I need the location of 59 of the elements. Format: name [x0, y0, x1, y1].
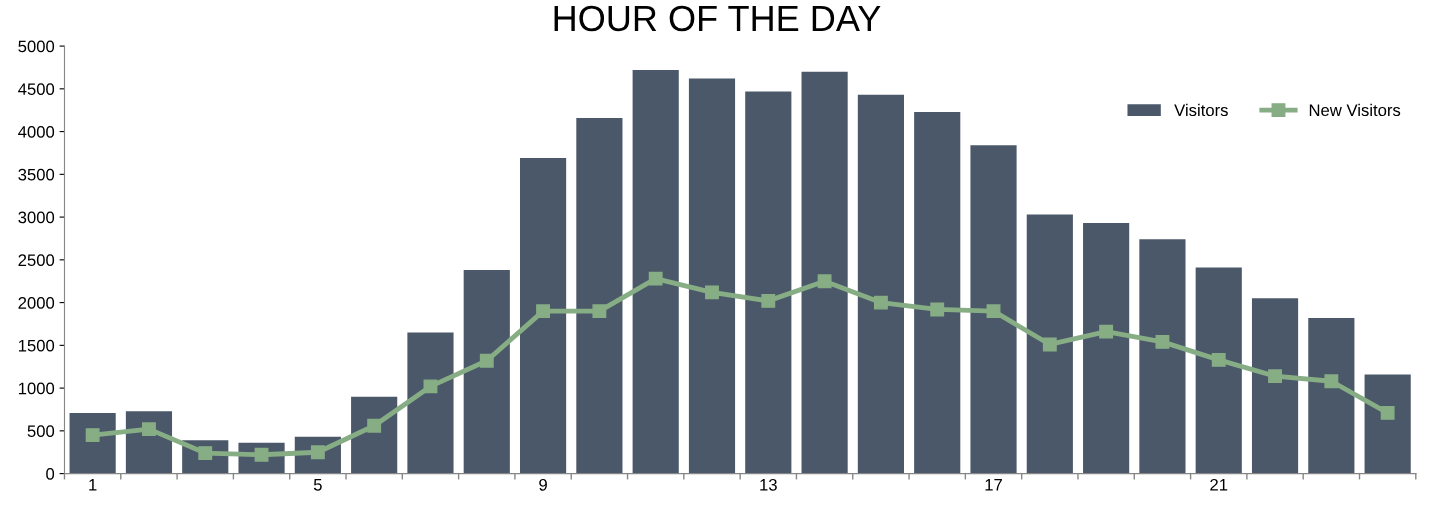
bar [519, 158, 567, 474]
point [705, 285, 719, 300]
y-tick-label: 3000 [18, 211, 55, 224]
bar [1364, 374, 1411, 474]
chart-title: HOUR OF THE DAY [554, 5, 881, 32]
y-tick-label: 0 [46, 468, 55, 480]
bar [1026, 214, 1073, 474]
y-tick-label: 2000 [18, 296, 55, 309]
point [648, 271, 663, 286]
x-tick-label: 13 [760, 478, 777, 491]
point [1380, 405, 1395, 420]
x-tick-label: 17 [985, 479, 1002, 491]
point [1042, 337, 1057, 352]
point [986, 304, 1001, 319]
y-tick-label: 1500 [18, 339, 55, 352]
y-tick-label: 1000 [18, 382, 55, 395]
bar [970, 145, 1017, 474]
point [873, 295, 888, 310]
legend-label: New Visitors [1309, 103, 1401, 117]
legend-label: Visitors [1174, 103, 1228, 117]
x-tick-label: 9 [539, 478, 547, 491]
point [930, 302, 945, 317]
bar [1251, 298, 1299, 474]
x-tick-label: 21 [1210, 478, 1228, 491]
x-tick-label: 1 [89, 479, 97, 491]
bar [914, 111, 961, 474]
y-tick-label: 500 [27, 425, 55, 438]
point [141, 422, 156, 437]
point [1155, 334, 1170, 349]
bar [407, 332, 454, 474]
y-tick-label: 5000 [18, 40, 55, 53]
x-tick-label: 5 [313, 479, 322, 491]
point [423, 379, 438, 394]
bar [745, 91, 792, 474]
bar [857, 94, 904, 474]
bar [69, 412, 116, 474]
bar [576, 117, 623, 474]
bar [632, 70, 679, 474]
point [1211, 352, 1226, 367]
bar [463, 270, 510, 474]
point [367, 418, 382, 433]
bar [688, 78, 736, 474]
point [479, 353, 494, 368]
point [1268, 369, 1282, 384]
point [761, 293, 776, 308]
point [592, 304, 607, 319]
y-tick-label: 4000 [18, 125, 55, 138]
point [1099, 324, 1114, 339]
y-tick-label: 3500 [18, 168, 55, 181]
bar [801, 71, 848, 474]
bar [1308, 317, 1355, 474]
y-tick-label: 2500 [18, 254, 55, 267]
bar [1195, 267, 1242, 474]
y-tick-label: 4500 [18, 83, 55, 96]
point [1324, 374, 1339, 389]
point [817, 274, 832, 289]
bar [1139, 239, 1186, 474]
bar [1083, 223, 1130, 474]
point [536, 304, 551, 319]
